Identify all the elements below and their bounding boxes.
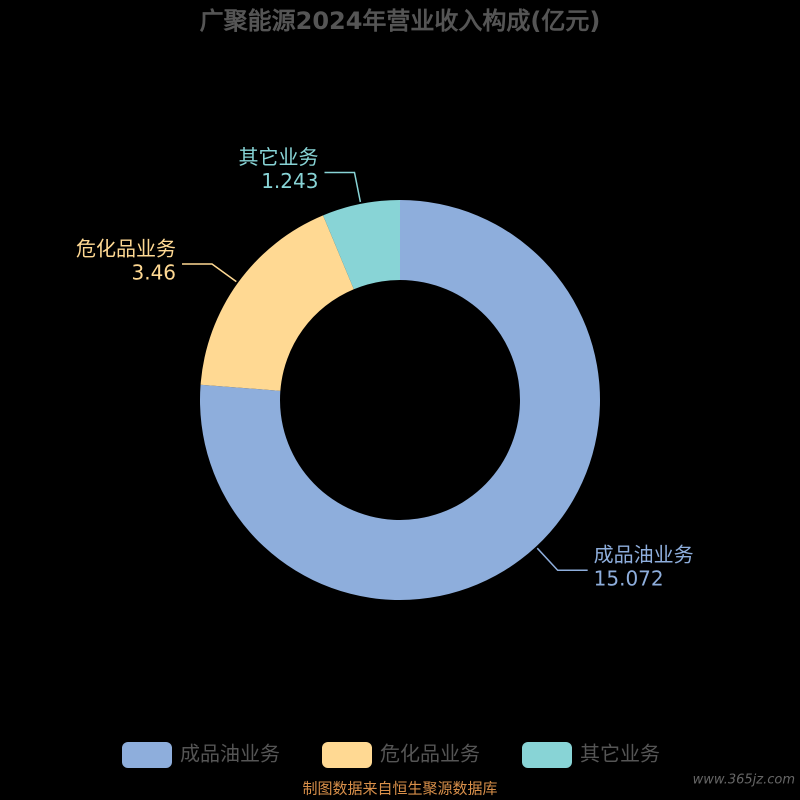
legend-swatch xyxy=(522,742,572,768)
watermark: www.365jz.com xyxy=(693,773,795,788)
slice-label: 危化品业务 xyxy=(76,237,176,261)
legend-swatch xyxy=(322,742,372,768)
leader-line xyxy=(182,263,237,283)
source-note: 制图数据来自恒生聚源数据库 xyxy=(302,780,497,798)
chart-title: 广聚能源2024年营业收入构成(亿元) xyxy=(200,7,601,35)
donut-slice xyxy=(323,200,400,290)
slice-value: 15.072 xyxy=(594,567,664,591)
leader-line xyxy=(536,547,588,571)
slice-label: 其它业务 xyxy=(238,145,318,169)
leader-line xyxy=(324,171,362,203)
legend-label: 其它业务 xyxy=(580,742,660,766)
donut-slice xyxy=(200,215,354,391)
slice-value: 1.243 xyxy=(261,169,318,193)
slice-value: 3.46 xyxy=(131,261,176,285)
legend-swatch xyxy=(122,742,172,768)
slice-label: 成品油业务 xyxy=(594,543,694,567)
donut-slice xyxy=(199,200,600,600)
legend-label: 成品油业务 xyxy=(180,742,280,766)
legend-label: 危化品业务 xyxy=(380,742,480,766)
